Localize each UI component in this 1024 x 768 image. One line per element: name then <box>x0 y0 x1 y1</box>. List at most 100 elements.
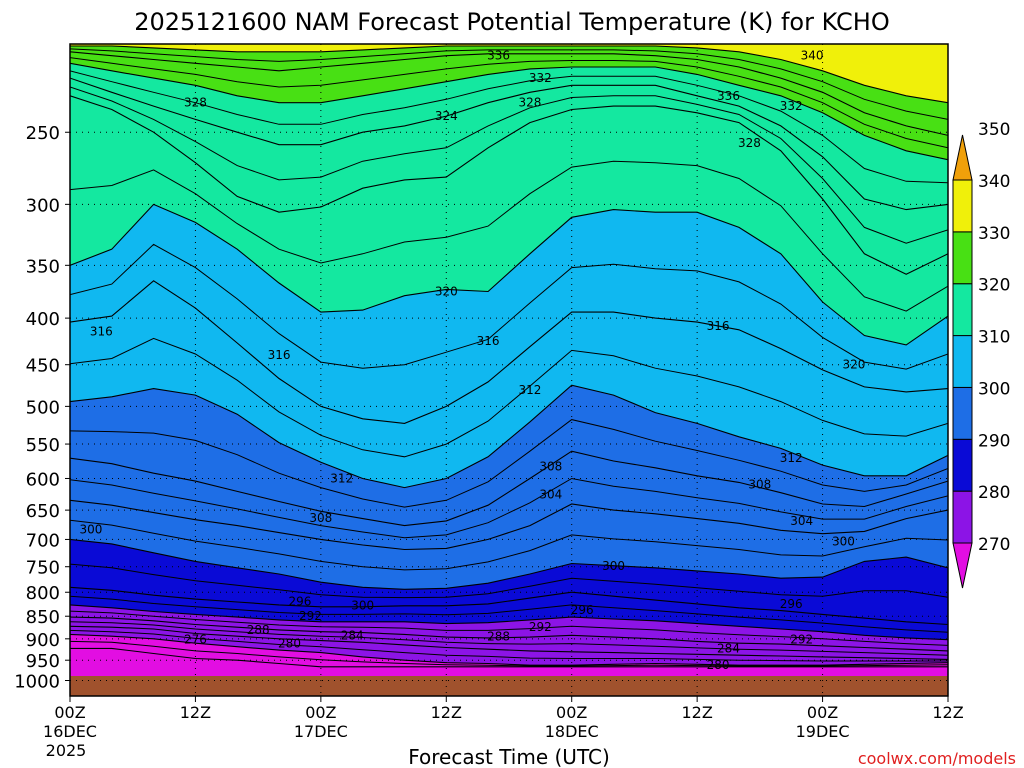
watermark: coolwx.com/models <box>858 749 1016 768</box>
colorbar-label: 320 <box>978 276 1010 296</box>
isentrope-lines <box>70 45 948 668</box>
isentrope-290 <box>70 610 948 646</box>
colorbar-swatch <box>952 283 973 337</box>
isentrope-294 <box>70 595 948 633</box>
y-tick-label: 950 <box>26 651 60 672</box>
contour-label: 332 <box>780 99 803 113</box>
colorbar-label: 340 <box>978 172 1010 192</box>
plot-area: 336 332 340 328 328 324 336 332 328 320 316 316 316 3… <box>70 44 948 696</box>
isentrope-282 <box>70 629 948 662</box>
isentrope-278 <box>70 640 948 667</box>
isentrope-326 <box>70 86 948 244</box>
isentrope-276 <box>70 647 948 668</box>
contour-label: 300 <box>602 559 625 573</box>
contour-label: 324 <box>435 109 458 123</box>
contour-label: 316 <box>268 348 291 362</box>
isentrope-338 <box>70 48 948 120</box>
contour-label: 316 <box>707 319 730 333</box>
colorbar-swatch <box>952 231 973 285</box>
contour-label: 304 <box>790 514 813 528</box>
contour-labels: 336 332 340 328 328 324 336 332 328 320 316 316 316 3… <box>79 49 865 672</box>
isentrope-334 <box>70 57 948 149</box>
isentrope-302 <box>70 519 948 571</box>
x-tick-label: 00Z <box>54 703 85 722</box>
contour-label: 332 <box>529 71 552 85</box>
isentrope-328 <box>70 77 948 211</box>
isentrope-298 <box>70 563 948 599</box>
contour-label: 296 <box>288 595 311 609</box>
y-tick-label: 250 <box>26 123 60 144</box>
x-tick-label: 12Z <box>932 703 963 722</box>
contour-label: 312 <box>780 451 803 465</box>
contour-label: 288 <box>487 630 510 644</box>
grid-lines <box>70 44 948 696</box>
colorbar-label: 330 <box>978 224 1010 244</box>
contour-label: 284 <box>341 629 364 643</box>
contour-label: 292 <box>299 609 322 623</box>
y-tick-label: 550 <box>26 435 60 456</box>
y-tick-label: 600 <box>26 469 60 490</box>
y-tick-label: 850 <box>26 607 60 628</box>
contour-label: 320 <box>435 285 458 299</box>
colorbar-swatch-top <box>952 134 973 181</box>
contour-label: 288 <box>247 623 270 637</box>
isentrope-300 <box>70 538 948 590</box>
isentrope-318 <box>70 243 948 370</box>
x-tick-label: 00Z <box>807 703 838 722</box>
colorbar-swatch <box>952 335 973 388</box>
y-tick-label: 800 <box>26 583 60 604</box>
y-tick-label: 450 <box>26 356 60 377</box>
isentrope-308 <box>70 450 948 527</box>
x-tick-label: 12Z <box>180 703 211 722</box>
colorbar-swatch-bottom <box>952 542 973 589</box>
contour-label: 292 <box>790 633 813 647</box>
ground-surface <box>70 676 948 696</box>
isentrope-288 <box>70 616 948 652</box>
contour-label: 336 <box>717 89 740 103</box>
contour-label: 308 <box>309 511 332 525</box>
contour-label: 296 <box>571 603 594 617</box>
isentrope-284 <box>70 625 948 660</box>
contour-label: 276 <box>184 633 207 647</box>
contour-label: 320 <box>842 358 865 372</box>
x-date-label: 18DEC <box>545 722 599 741</box>
chart-title: 2025121600 NAM Forecast Potential Temper… <box>134 8 889 36</box>
contour-label: 312 <box>518 383 541 397</box>
contour-label: 300 <box>79 523 102 537</box>
contour-label: 280 <box>707 658 730 672</box>
x-axis-label: Forecast Time (UTC) <box>408 745 610 768</box>
contour-label: 308 <box>748 477 771 491</box>
y-tick-label: 900 <box>26 630 60 651</box>
colorbar-swatch <box>952 490 973 544</box>
colorbar-swatch <box>952 438 973 492</box>
plot-frame <box>69 43 949 697</box>
contour-label: 336 <box>487 49 510 63</box>
isentrope-292 <box>70 604 948 641</box>
contour-label: 308 <box>539 459 562 473</box>
x-date-label: 17DEC <box>294 722 348 741</box>
y-tick-label: 1000 <box>14 671 60 692</box>
x-tick-label: 12Z <box>431 703 462 722</box>
contour-label: 284 <box>717 641 740 655</box>
contour-label: 328 <box>518 96 541 110</box>
x-tick-label: 00Z <box>556 703 587 722</box>
colorbar-label: 280 <box>978 483 1010 503</box>
colorbar-label: 300 <box>978 379 1010 399</box>
isentrope-280 <box>70 633 948 666</box>
isentrope-330 <box>70 70 948 184</box>
contour-label: 340 <box>801 49 824 63</box>
contour-label: 292 <box>529 620 552 634</box>
colorbar-swatch <box>952 179 973 233</box>
x-year-label: 2025 <box>46 741 87 760</box>
colorbar-swatch <box>952 386 973 440</box>
isentrope-286 <box>70 621 948 656</box>
colorbar-label: 290 <box>978 431 1010 451</box>
y-tick-label: 750 <box>26 558 60 579</box>
y-tick-label: 400 <box>26 309 60 330</box>
y-axis: 2503003504004505005506006507007508008509… <box>14 123 70 692</box>
x-tick-label: 00Z <box>305 703 336 722</box>
y-tick-label: 500 <box>26 397 60 418</box>
isentrope-310 <box>70 419 948 508</box>
